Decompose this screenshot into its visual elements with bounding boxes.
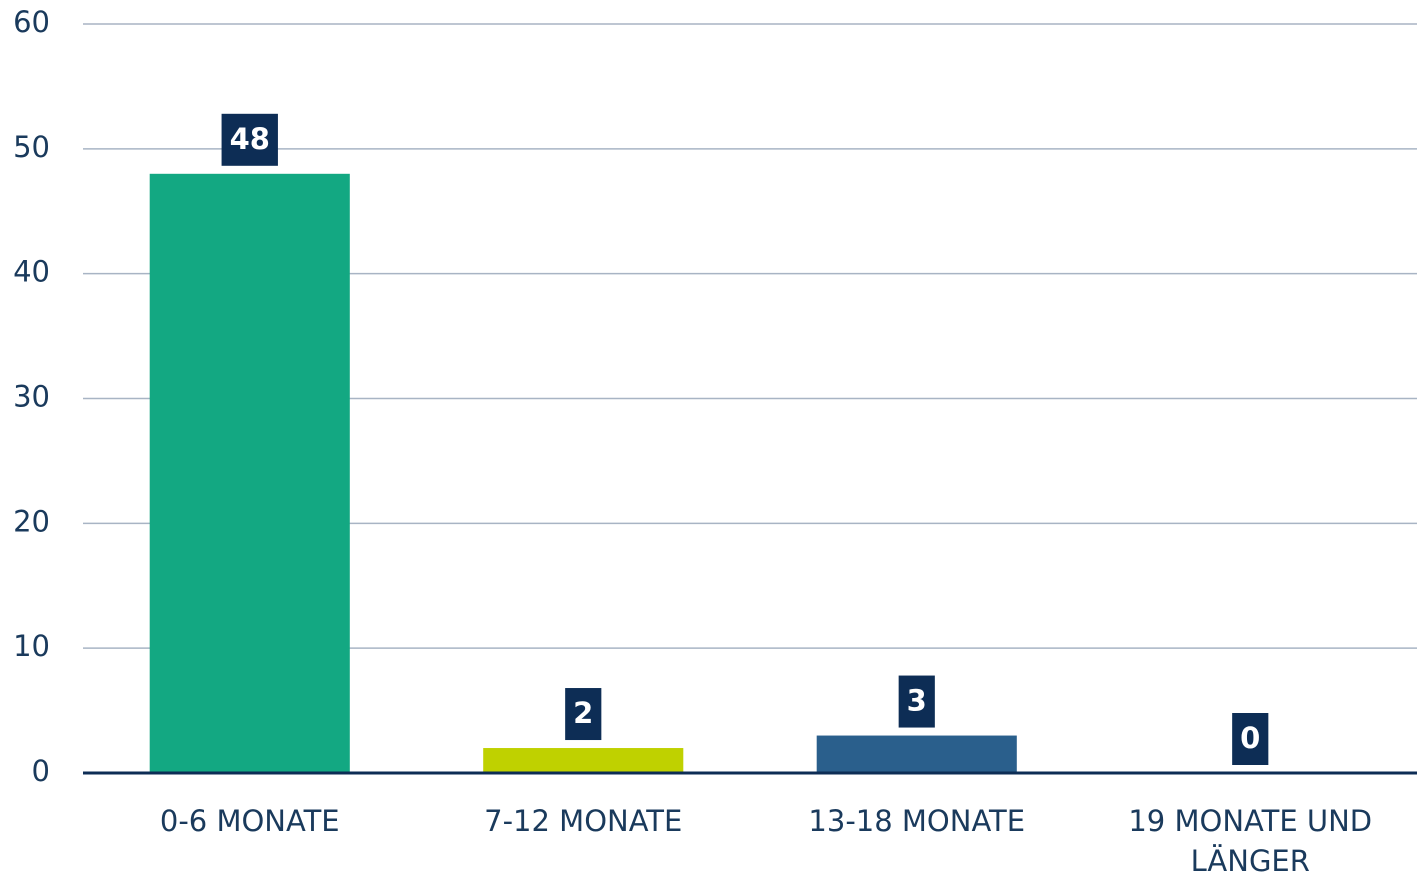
y-tick-label: 20 bbox=[13, 504, 50, 538]
bar bbox=[816, 735, 1017, 773]
value-label: 0 bbox=[1232, 713, 1269, 765]
bar bbox=[149, 173, 350, 774]
value-label-text: 48 bbox=[230, 122, 270, 156]
value-label: 3 bbox=[898, 675, 935, 728]
y-tick-label: 10 bbox=[13, 629, 50, 663]
y-tick-label: 40 bbox=[13, 255, 50, 289]
value-label-box bbox=[1232, 713, 1269, 765]
value-label-box bbox=[565, 688, 602, 741]
value-label-box bbox=[221, 113, 278, 166]
x-tick-label: 0-6 MONATE bbox=[159, 804, 340, 838]
value-label-text: 0 bbox=[1240, 721, 1260, 755]
value-label-text: 3 bbox=[907, 684, 927, 718]
value-label-box bbox=[898, 675, 935, 728]
y-tick-label: 60 bbox=[13, 5, 50, 39]
y-tick-label: 50 bbox=[13, 130, 50, 164]
value-label: 48 bbox=[221, 113, 278, 166]
x-tick-label: 7-12 MONATE bbox=[484, 804, 683, 838]
y-tick-label: 30 bbox=[13, 380, 50, 414]
bar bbox=[483, 748, 684, 773]
value-label-text: 2 bbox=[573, 696, 593, 730]
x-tick-label: 13-18 MONATE bbox=[808, 804, 1026, 838]
value-label: 2 bbox=[565, 688, 602, 741]
x-tick-label: 19 MONATE UND LÄNGER bbox=[1128, 804, 1373, 878]
y-tick-label: 0 bbox=[32, 754, 50, 788]
